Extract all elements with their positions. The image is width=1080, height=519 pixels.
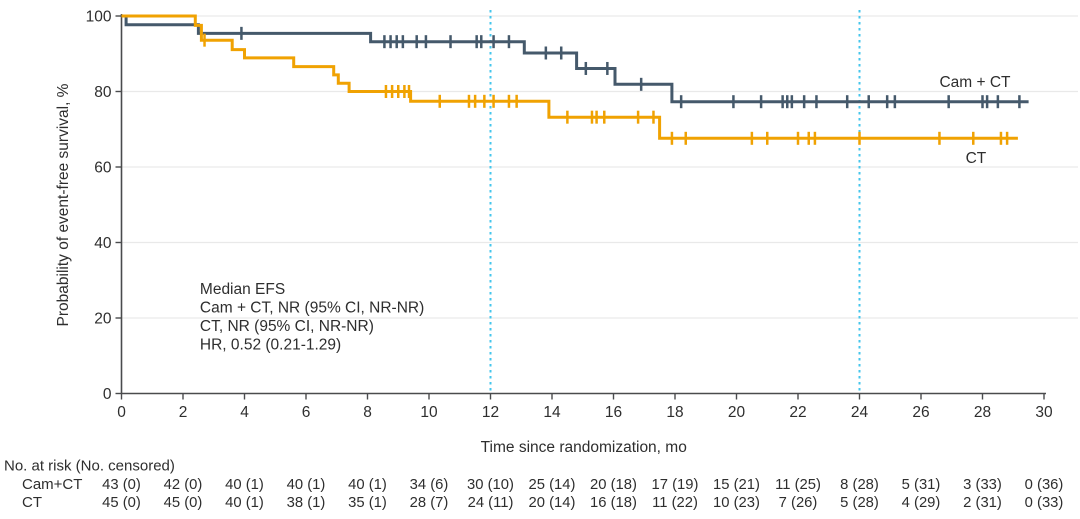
- risk-table-header: No. at risk (No. censored): [4, 458, 175, 475]
- risk-value-ct-t22: 7 (26): [779, 495, 818, 511]
- x-axis-title: Time since randomization, mo: [481, 439, 687, 456]
- series-line-cam-ct: [121, 14, 1029, 104]
- x-tick-label: 28: [974, 404, 991, 421]
- risk-value-cam-ct-t28: 3 (33): [963, 477, 1002, 493]
- risk-value-cam-ct-t20: 15 (21): [713, 477, 760, 493]
- y-tick-label: 100: [86, 9, 112, 26]
- risk-value-cam-ct-t18: 17 (19): [652, 477, 699, 493]
- risk-value-ct-t8: 35 (1): [348, 495, 387, 511]
- x-tick-label: 14: [543, 404, 561, 421]
- risk-value-cam-ct-t8: 40 (1): [348, 477, 387, 493]
- risk-value-cam-ct-t26: 5 (31): [902, 477, 941, 493]
- risk-value-ct-t16: 16 (18): [590, 495, 637, 511]
- x-tick-label: 18: [666, 404, 683, 421]
- y-tick-label: 0: [103, 386, 112, 403]
- x-tick-label: 16: [605, 404, 622, 421]
- risk-value-ct-t26: 4 (29): [902, 495, 941, 511]
- x-tick-label: 10: [420, 404, 438, 421]
- series-label-ct: CT: [966, 150, 987, 167]
- risk-value-ct-t2: 45 (0): [164, 495, 203, 511]
- risk-value-ct-t20: 10 (23): [713, 495, 760, 511]
- risk-value-ct-t10: 28 (7): [410, 495, 449, 511]
- risk-value-ct-t12: 24 (11): [468, 495, 514, 511]
- x-tick-label: 6: [302, 404, 311, 421]
- risk-value-cam-ct-t24: 8 (28): [840, 477, 879, 493]
- y-tick-label: 80: [94, 84, 112, 101]
- risk-value-cam-ct-t4: 40 (1): [225, 477, 264, 493]
- x-tick-label: 8: [363, 404, 372, 421]
- risk-value-ct-t14: 20 (14): [529, 495, 576, 511]
- risk-row-label-cam-ct: Cam+CT: [22, 476, 82, 493]
- y-tick-label: 60: [94, 160, 112, 177]
- risk-value-ct-t0: 45 (0): [102, 495, 141, 511]
- x-tick-label: 4: [240, 404, 249, 421]
- median-efs-annotation-line-2: Cam + CT, NR (95% CI, NR-NR): [200, 299, 424, 316]
- risk-value-cam-ct-t30: 0 (36): [1025, 477, 1064, 493]
- risk-value-ct-t6: 38 (1): [287, 495, 326, 511]
- risk-value-cam-ct-t2: 42 (0): [164, 477, 203, 493]
- median-efs-annotation-line-3: CT, NR (95% CI, NR-NR): [200, 318, 374, 335]
- x-tick-label: 26: [912, 404, 929, 421]
- risk-value-ct-t18: 11 (22): [652, 495, 698, 511]
- risk-value-ct-t30: 0 (33): [1025, 495, 1064, 511]
- risk-value-cam-ct-t12: 30 (10): [467, 477, 514, 493]
- x-tick-label: 30: [1035, 404, 1053, 421]
- risk-value-ct-t28: 2 (31): [963, 495, 1002, 511]
- x-tick-label: 0: [117, 404, 126, 421]
- x-tick-label: 2: [179, 404, 188, 421]
- risk-value-ct-t4: 40 (1): [225, 495, 264, 511]
- median-efs-annotation-line-1: Median EFS: [200, 281, 285, 298]
- x-tick-label: 22: [789, 404, 806, 421]
- x-tick-label: 12: [482, 404, 499, 421]
- risk-row-label-ct: CT: [22, 494, 42, 511]
- median-efs-annotation-line-4: HR, 0.52 (0.21-1.29): [200, 336, 341, 353]
- x-tick-label: 24: [851, 404, 869, 421]
- y-axis-title: Probability of event-free survival, %: [55, 83, 72, 326]
- y-tick-label: 20: [94, 311, 112, 328]
- series-label-cam-ct: Cam + CT: [939, 74, 1011, 91]
- risk-value-cam-ct-t14: 25 (14): [529, 477, 576, 493]
- series-line-ct: [121, 14, 1018, 140]
- risk-value-cam-ct-t10: 34 (6): [410, 477, 449, 493]
- risk-value-cam-ct-t6: 40 (1): [287, 477, 326, 493]
- y-tick-label: 40: [94, 235, 112, 252]
- risk-value-cam-ct-t0: 43 (0): [102, 477, 141, 493]
- risk-value-ct-t24: 5 (28): [840, 495, 879, 511]
- x-tick-label: 20: [728, 404, 746, 421]
- risk-value-cam-ct-t22: 11 (25): [775, 477, 821, 493]
- risk-value-cam-ct-t16: 20 (18): [590, 477, 637, 493]
